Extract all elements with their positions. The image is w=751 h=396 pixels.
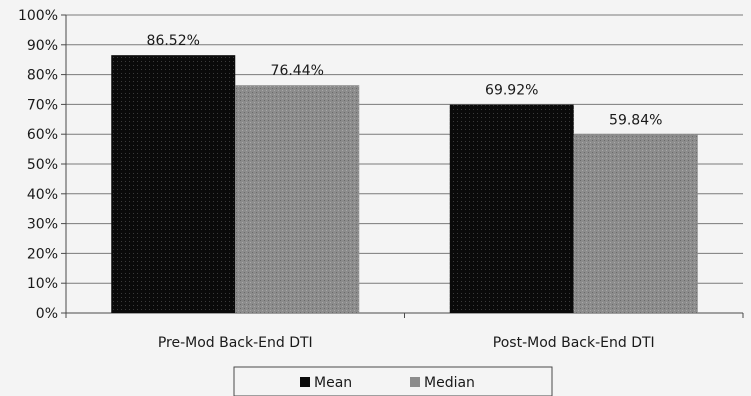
bar-median-pre-mod [235,85,359,313]
y-tick-label: 0% [36,306,58,322]
y-tick-label: 50% [27,157,58,173]
y-tick-label: 40% [27,187,58,203]
legend-label-median: Median [424,375,475,391]
bar-mean-pre-mod [111,55,235,313]
legend-swatch-median [410,377,420,387]
data-label: 76.44% [271,63,324,79]
legend-swatch-mean [300,377,310,387]
y-tick-label: 100% [18,8,58,24]
bar-median-post-mod [574,135,698,313]
y-tick-label: 80% [27,68,58,84]
y-tick-label: 10% [27,276,58,292]
y-tick-label: 70% [27,97,58,113]
bar-mean-post-mod [450,105,574,313]
y-tick-label: 30% [27,217,58,233]
x-category-label: Pre-Mod Back-End DTI [158,335,313,351]
y-tick-label: 20% [27,246,58,262]
y-tick-label: 60% [27,127,58,143]
data-label: 86.52% [147,33,200,49]
y-tick-label: 90% [27,38,58,54]
data-label: 69.92% [485,83,538,99]
legend-label-mean: Mean [314,375,352,391]
data-label: 59.84% [609,113,662,129]
legend-box [234,367,552,396]
x-category-label: Post-Mod Back-End DTI [493,335,655,351]
